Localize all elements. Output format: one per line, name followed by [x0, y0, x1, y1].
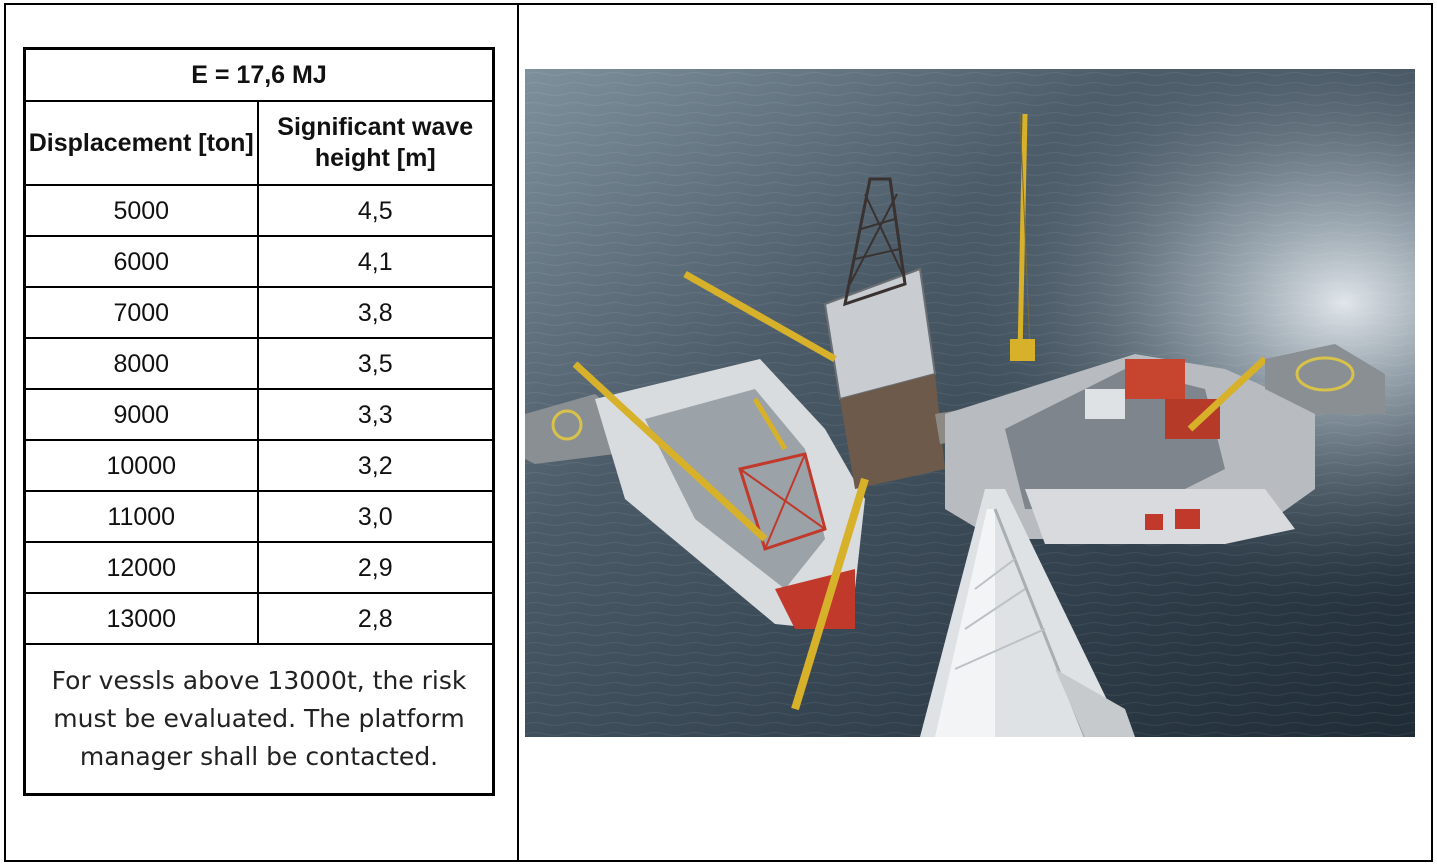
- wave-height-cell: 3,3: [256, 388, 495, 441]
- wave-height-cell: 4,5: [256, 184, 495, 237]
- displacement-cell: 5000: [23, 184, 259, 237]
- wave-height-cell: 2,9: [256, 541, 495, 594]
- right-helideck: [1265, 344, 1385, 414]
- displacement-cell: 7000: [23, 286, 259, 339]
- table-row: 5000 4,5: [23, 184, 495, 237]
- right-crane-boom: [1187, 356, 1268, 432]
- offshore-platform-photo: [525, 69, 1415, 737]
- displacement-cell: 13000: [23, 592, 259, 645]
- wave-height-cell: 3,0: [256, 490, 495, 543]
- crane-boom-left: [572, 361, 768, 542]
- table-title: E = 17,6 MJ: [23, 47, 495, 102]
- platform-illustration: [525, 69, 1415, 737]
- table-row: 11000 3,0: [23, 490, 495, 543]
- header-displacement: Displacement [ton]: [23, 100, 259, 186]
- tall-crane-boom: [1017, 113, 1028, 355]
- crane-boom-lower: [791, 477, 869, 711]
- document-frame: [4, 3, 1433, 862]
- wave-height-table: E = 17,6 MJ Displacement [ton] Significa…: [23, 47, 495, 796]
- displacement-cell: 8000: [23, 337, 259, 390]
- table-row: 13000 2,8: [23, 592, 495, 645]
- displacement-cell: 11000: [23, 490, 259, 543]
- displacement-cell: 10000: [23, 439, 259, 492]
- column-divider: [517, 5, 519, 860]
- table-row: 7000 3,8: [23, 286, 495, 339]
- table-row: 6000 4,1: [23, 235, 495, 288]
- table-row: 8000 3,5: [23, 337, 495, 390]
- wave-height-cell: 4,1: [256, 235, 495, 288]
- table-row: 9000 3,3: [23, 388, 495, 441]
- wave-height-cell: 3,2: [256, 439, 495, 492]
- table-note: For vessls above 13000t, the risk must b…: [23, 643, 495, 796]
- wave-height-cell: 3,8: [256, 286, 495, 339]
- wave-height-cell: 3,5: [256, 337, 495, 390]
- wave-height-cell: 2,8: [256, 592, 495, 645]
- header-wave-height: Significant wave height [m]: [256, 100, 495, 186]
- displacement-cell: 12000: [23, 541, 259, 594]
- table-row: 10000 3,2: [23, 439, 495, 492]
- crane-boom-upper: [683, 270, 837, 363]
- displacement-cell: 9000: [23, 388, 259, 441]
- table-row: 12000 2,9: [23, 541, 495, 594]
- displacement-cell: 6000: [23, 235, 259, 288]
